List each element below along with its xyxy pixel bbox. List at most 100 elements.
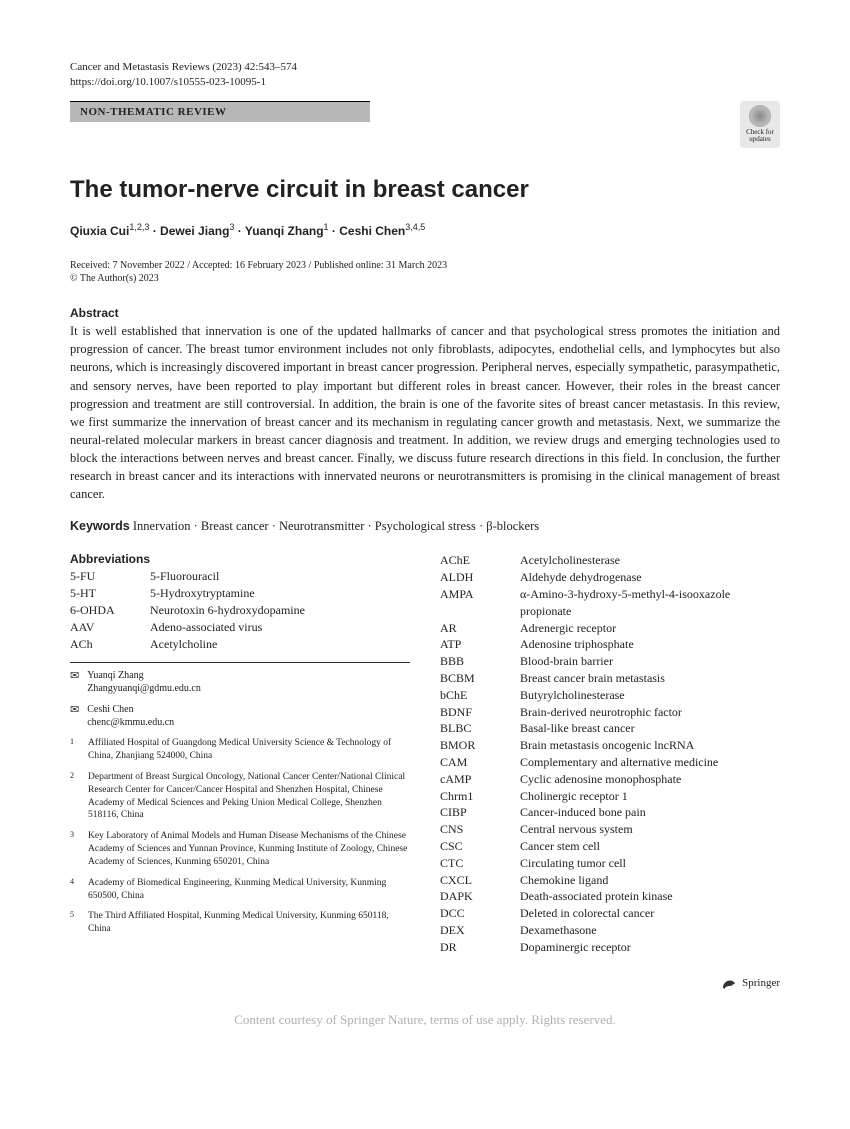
- abbreviation-value: 5-Hydroxytryptamine: [150, 585, 410, 602]
- abbreviation-key: 6-OHDA: [70, 602, 150, 619]
- abbreviation-value: Aldehyde dehydrogenase: [520, 569, 780, 586]
- abbreviation-value: Butyrylcholinesterase: [520, 687, 780, 704]
- springer-horse-icon: [720, 974, 738, 992]
- abbreviation-value: Cholinergic receptor 1: [520, 788, 780, 805]
- affiliation-number: 1: [70, 737, 80, 763]
- doi-link[interactable]: https://doi.org/10.1007/s10555-023-10095…: [70, 75, 780, 90]
- abbreviation-key: CIBP: [440, 804, 520, 821]
- abbreviation-key: 5-HT: [70, 585, 150, 602]
- abbreviations-heading: Abbreviations: [70, 552, 410, 566]
- abbreviation-key: AChE: [440, 552, 520, 569]
- affiliation: 1 Affiliated Hospital of Guangdong Medica…: [70, 737, 410, 763]
- affiliation-text: Key Laboratory of Animal Models and Huma…: [88, 830, 410, 868]
- corresponding-author-info: Ceshi Chenchenc@kmmu.edu.cn: [87, 703, 174, 729]
- separator-line: [70, 662, 410, 663]
- check-updates-button[interactable]: Check for updates: [740, 101, 780, 148]
- abbreviation-row: AChAcetylcholine: [70, 636, 410, 653]
- abbreviation-value: Acetylcholine: [150, 636, 410, 653]
- keywords-line: Keywords Innervation · Breast cancer · N…: [70, 519, 780, 534]
- affiliation-number: 5: [70, 910, 80, 936]
- keywords-text: Innervation · Breast cancer · Neurotrans…: [130, 519, 539, 533]
- affiliation-number: 3: [70, 830, 80, 868]
- publisher-name: Springer: [742, 977, 780, 989]
- abbreviation-key: BLBC: [440, 720, 520, 737]
- envelope-icon: ✉: [70, 703, 79, 729]
- abbreviation-value: Deleted in colorectal cancer: [520, 905, 780, 922]
- abbreviations-right-column: AChEAcetylcholinesteraseALDHAldehyde deh…: [440, 552, 780, 955]
- abbreviation-key: DEX: [440, 922, 520, 939]
- abbreviation-value: Death-associated protein kinase: [520, 888, 780, 905]
- envelope-icon: ✉: [70, 669, 79, 695]
- abbreviation-value: Cancer stem cell: [520, 838, 780, 855]
- abbreviation-row: CAMComplementary and alternative medicin…: [440, 754, 780, 771]
- corresponding-author-email[interactable]: chenc@kmmu.edu.cn: [87, 716, 174, 729]
- affiliations-list: 1 Affiliated Hospital of Guangdong Medica…: [70, 737, 410, 936]
- abbreviation-row: AChEAcetylcholinesterase: [440, 552, 780, 569]
- affiliation: 5 The Third Affiliated Hospital, Kunming …: [70, 910, 410, 936]
- abbreviation-row: ALDHAldehyde dehydrogenase: [440, 569, 780, 586]
- abbreviation-key: AR: [440, 620, 520, 637]
- abbreviation-row: CXCLChemokine ligand: [440, 872, 780, 889]
- check-updates-icon: [749, 105, 771, 127]
- abbreviation-row: AMPAα-Amino-3-hydroxy-5-methyl-4-isooxaz…: [440, 586, 780, 620]
- affiliation-text: The Third Affiliated Hospital, Kunming M…: [88, 910, 410, 936]
- publisher-logo: Springer: [720, 974, 780, 992]
- abbreviation-key: cAMP: [440, 771, 520, 788]
- affiliation-number: 2: [70, 771, 80, 822]
- abbreviation-row: 5-FU5-Fluorouracil: [70, 568, 410, 585]
- affiliation: 4Academy of Biomedical Engineering, Kunm…: [70, 877, 410, 903]
- abbreviation-row: CTCCirculating tumor cell: [440, 855, 780, 872]
- abbreviation-value: Dexamethasone: [520, 922, 780, 939]
- abstract-heading: Abstract: [70, 306, 780, 320]
- abbreviation-row: DRDopaminergic receptor: [440, 939, 780, 956]
- abbreviation-value: Complementary and alternative medicine: [520, 754, 780, 771]
- affiliation-text: Academy of Biomedical Engineering, Kunmi…: [88, 877, 410, 903]
- abbreviation-key: DCC: [440, 905, 520, 922]
- journal-citation: Cancer and Metastasis Reviews (2023) 42:…: [70, 60, 780, 75]
- abbreviation-value: α-Amino-3-hydroxy-5-methyl-4-isooxazole …: [520, 586, 780, 620]
- abbreviation-value: Breast cancer brain metastasis: [520, 670, 780, 687]
- corresponding-author: ✉Yuanqi ZhangZhangyuanqi@gdmu.edu.cn: [70, 669, 410, 695]
- abbreviation-value: Adrenergic receptor: [520, 620, 780, 637]
- abbreviation-row: DEXDexamethasone: [440, 922, 780, 939]
- abbreviation-value: Cancer-induced bone pain: [520, 804, 780, 821]
- abbreviation-key: CNS: [440, 821, 520, 838]
- abbreviation-value: Brain-derived neurotrophic factor: [520, 704, 780, 721]
- affiliation-text: Affiliated Hospital of Guangdong Medical…: [88, 737, 410, 763]
- corresponding-author: ✉ Ceshi Chenchenc@kmmu.edu.cn: [70, 703, 410, 729]
- abbreviation-key: ATP: [440, 636, 520, 653]
- abbreviation-key: AMPA: [440, 586, 520, 620]
- abbreviation-row: BCBMBreast cancer brain metastasis: [440, 670, 780, 687]
- abbreviation-row: Chrm1Cholinergic receptor 1: [440, 788, 780, 805]
- abbreviations-left-column: 5-FU5-Fluorouracil5-HT5-Hydroxytryptamin…: [70, 568, 410, 652]
- abstract-text: It is well established that innervation …: [70, 322, 780, 503]
- affiliation-text: Department of Breast Surgical Oncology, …: [88, 771, 410, 822]
- abbreviation-row: CIBPCancer-induced bone pain: [440, 804, 780, 821]
- abbreviation-row: ARAdrenergic receptor: [440, 620, 780, 637]
- corresponding-author-name: Ceshi Chen: [87, 703, 174, 716]
- review-type-badge: NON-THEMATIC REVIEW: [70, 101, 370, 122]
- abbreviation-row: ATPAdenosine triphosphate: [440, 636, 780, 653]
- abbreviation-key: CXCL: [440, 872, 520, 889]
- abbreviation-value: Dopaminergic receptor: [520, 939, 780, 956]
- watermark-text: Content courtesy of Springer Nature, ter…: [70, 1012, 780, 1028]
- abbreviation-key: BMOR: [440, 737, 520, 754]
- abbreviation-key: BBB: [440, 653, 520, 670]
- abbreviation-row: CSCCancer stem cell: [440, 838, 780, 855]
- abbreviation-value: Brain metastasis oncogenic lncRNA: [520, 737, 780, 754]
- abbreviation-row: CNSCentral nervous system: [440, 821, 780, 838]
- abbreviation-key: CSC: [440, 838, 520, 855]
- abbreviation-row: BDNFBrain-derived neurotrophic factor: [440, 704, 780, 721]
- abbreviation-key: ALDH: [440, 569, 520, 586]
- abbreviation-row: AAVAdeno-associated virus: [70, 619, 410, 636]
- abbreviation-row: BLBCBasal-like breast cancer: [440, 720, 780, 737]
- abbreviation-value: Circulating tumor cell: [520, 855, 780, 872]
- abbreviation-value: Acetylcholinesterase: [520, 552, 780, 569]
- abbreviation-row: DAPKDeath-associated protein kinase: [440, 888, 780, 905]
- corresponding-author-email[interactable]: Zhangyuanqi@gdmu.edu.cn: [87, 682, 201, 695]
- abbreviation-value: Cyclic adenosine monophosphate: [520, 771, 780, 788]
- check-updates-label2: updates: [749, 136, 770, 144]
- abbreviation-key: 5-FU: [70, 568, 150, 585]
- abbreviation-row: BBBBlood-brain barrier: [440, 653, 780, 670]
- abbreviation-row: BMORBrain metastasis oncogenic lncRNA: [440, 737, 780, 754]
